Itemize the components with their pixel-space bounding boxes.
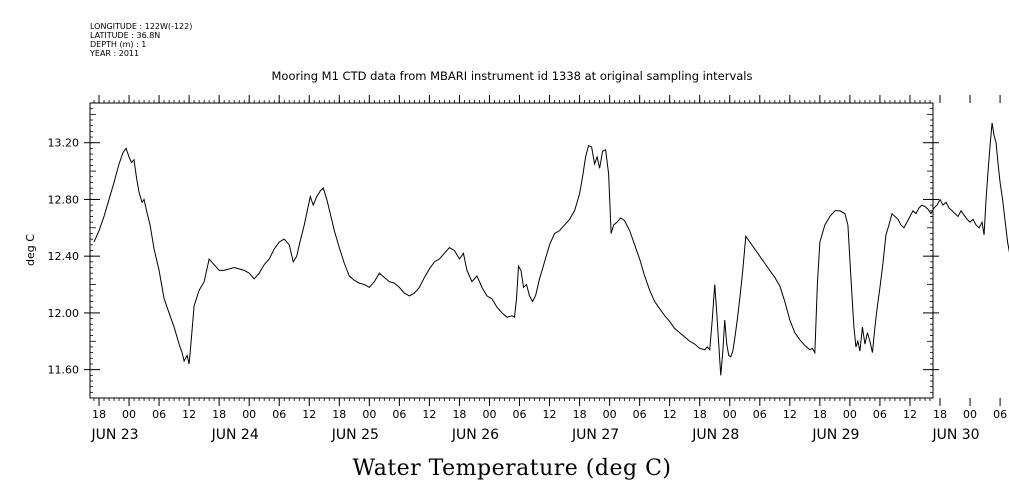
x-hour-label: 00 [723, 408, 737, 421]
x-day-label: JUN 30 [931, 427, 979, 443]
y-tick-label: 12.00 [48, 307, 80, 320]
x-hour-label: 18 [212, 408, 226, 421]
x-hour-label: 00 [122, 408, 136, 421]
x-day-label: JUN 29 [811, 427, 859, 443]
x-hour-label: 06 [633, 408, 647, 421]
x-hour-label: 18 [813, 408, 827, 421]
x-hour-label: 06 [993, 408, 1007, 421]
y-tick-label: 13.20 [48, 137, 80, 150]
x-hour-label: 06 [873, 408, 887, 421]
x-day-label: JUN 23 [90, 427, 138, 443]
x-hour-label: 00 [843, 408, 857, 421]
x-hour-label: 00 [963, 408, 977, 421]
x-hour-label: 12 [543, 408, 557, 421]
x-day-label: JUN 25 [331, 427, 379, 443]
x-day-label: JUN 27 [571, 427, 619, 443]
longitude-text: LONGITUDE : 122W(-122) [90, 22, 193, 31]
metadata-header: LONGITUDE : 122W(-122) LATITUDE : 36.8N … [90, 22, 192, 58]
x-axis-title: Water Temperature (deg C) [353, 456, 672, 481]
latitude-text: LATITUDE : 36.8N [90, 31, 161, 40]
depth-text: DEPTH (m) : 1 [90, 40, 147, 49]
y-tick-label: 11.60 [48, 364, 80, 377]
x-hour-label: 00 [603, 408, 617, 421]
y-tick-label: 12.80 [48, 193, 80, 206]
x-hour-label: 18 [933, 408, 947, 421]
x-hour-label: 12 [663, 408, 677, 421]
year-text: YEAR : 2011 [90, 49, 140, 58]
chart-title: Mooring M1 CTD data from MBARI instrumen… [272, 69, 753, 83]
plot-frame [89, 100, 934, 401]
x-hour-label: 12 [182, 408, 196, 421]
x-axis: 18 00 06 12 18 00 06 12 18 00 06 12 18 00 06 12 18 00 06 12… [90, 95, 1007, 443]
x-hour-label: 06 [513, 408, 527, 421]
x-hour-label: 12 [783, 408, 797, 421]
x-day-label: JUN 24 [211, 427, 259, 443]
x-hour-label: 12 [903, 408, 917, 421]
x-hour-label: 06 [272, 408, 286, 421]
x-hour-label: 12 [422, 408, 436, 421]
x-day-label: JUN 26 [451, 427, 499, 443]
x-day-label: JUN 28 [691, 427, 739, 443]
y-tick-label: 12.40 [48, 250, 80, 263]
y-axis: 11.60 12.00 12.40 12.80 13.20 [48, 102, 939, 399]
x-hour-label: 00 [242, 408, 256, 421]
series-line-water-temperature [93, 122, 1009, 376]
x-hour-label: 06 [152, 408, 166, 421]
y-axis-label: deg C [24, 234, 37, 266]
x-hour-label: 06 [753, 408, 767, 421]
x-hour-label: 06 [392, 408, 406, 421]
plot-border [89, 102, 934, 399]
x-hour-label: 18 [92, 408, 106, 421]
x-hour-label: 18 [573, 408, 587, 421]
x-hour-label: 18 [693, 408, 707, 421]
x-hour-label: 12 [302, 408, 316, 421]
x-hour-label: 00 [362, 408, 376, 421]
x-hour-label: 18 [452, 408, 466, 421]
x-hour-label: 18 [332, 408, 346, 421]
x-hour-label: 00 [482, 408, 496, 421]
